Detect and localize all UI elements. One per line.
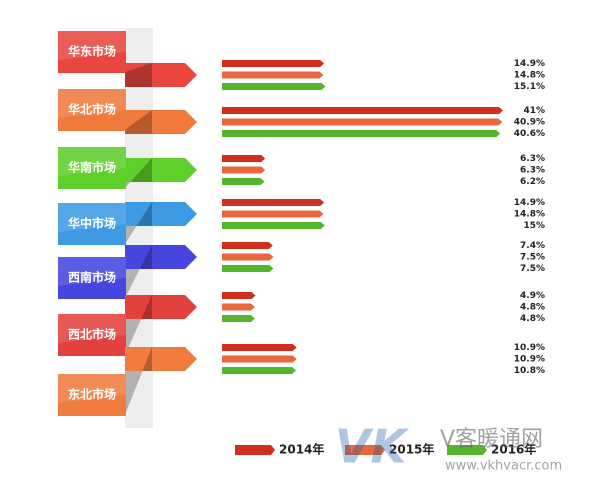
category-box-shade	[58, 203, 126, 232]
bar	[222, 83, 326, 90]
category-label: 西南市场	[68, 270, 116, 285]
value-label: 14.9%	[514, 59, 545, 69]
bar	[222, 178, 265, 185]
tab-fold	[125, 158, 152, 188]
tab-fold	[125, 63, 152, 87]
tab-fold	[125, 110, 152, 134]
category-box	[58, 374, 126, 416]
value-label: 10.9%	[514, 355, 545, 365]
category-tab	[125, 110, 197, 134]
category-box	[58, 147, 126, 189]
value-label: 4.9%	[520, 291, 545, 301]
category-label: 华中市场	[68, 216, 116, 231]
bar	[222, 60, 325, 67]
value-label: 6.2%	[520, 177, 545, 187]
bar	[222, 155, 266, 162]
bar	[222, 222, 325, 229]
value-label: 41%	[523, 106, 545, 116]
category-box	[58, 31, 126, 73]
value-label: 14.8%	[514, 71, 545, 81]
value-label: 4.8%	[520, 303, 545, 313]
category-tab	[125, 158, 197, 182]
category-label: 华南市场	[68, 160, 116, 175]
value-label: 15.1%	[514, 82, 545, 92]
category-box	[58, 314, 126, 356]
value-label: 6.3%	[520, 154, 545, 164]
bar	[222, 130, 501, 137]
category-box-shade	[58, 257, 126, 286]
watermark-url: www.vkhvacr.com	[445, 459, 562, 474]
tab-fold	[125, 347, 152, 415]
bar	[222, 118, 503, 126]
category-box-shade	[58, 89, 126, 118]
category-label: 华东市场	[68, 44, 116, 59]
category-box	[58, 203, 126, 245]
category-tab	[125, 245, 197, 269]
bar	[222, 292, 256, 299]
value-label: 14.9%	[514, 198, 545, 208]
tab-fold	[125, 202, 152, 244]
category-tab	[125, 63, 197, 87]
bar	[222, 355, 297, 363]
category-tab	[125, 202, 197, 226]
bar	[222, 210, 324, 218]
legend-swatch	[235, 445, 275, 455]
bar	[222, 107, 503, 114]
tab-fold	[125, 245, 152, 298]
value-label: 6.3%	[520, 166, 545, 176]
category-box	[58, 89, 126, 131]
category-tab	[125, 295, 197, 319]
category-label: 西北市场	[68, 327, 116, 342]
category-box-shade	[58, 147, 126, 176]
watermark-logo: VK	[335, 420, 410, 474]
bar	[222, 344, 297, 351]
value-label: 40.9%	[514, 118, 545, 128]
bar	[222, 265, 274, 272]
bar	[222, 367, 297, 374]
category-label: 东北市场	[68, 387, 116, 402]
watermark-brand: V客暖通网	[440, 427, 543, 452]
category-label: 华北市场	[68, 102, 116, 117]
category-box-shade	[58, 31, 126, 60]
category-tab	[125, 347, 197, 371]
legend-label: 2016年	[491, 442, 536, 457]
legend-label: 2015年	[389, 442, 434, 457]
value-label: 14.8%	[514, 210, 545, 220]
value-label: 4.8%	[520, 314, 545, 324]
legend-swatch	[345, 445, 385, 455]
bar	[222, 166, 266, 174]
value-label: 10.8%	[514, 366, 545, 376]
tab-fold	[125, 295, 152, 355]
value-label: 7.5%	[520, 264, 545, 274]
value-label: 15%	[523, 221, 545, 231]
bar	[222, 303, 255, 311]
bar	[222, 315, 255, 322]
bar	[222, 242, 273, 249]
value-label: 7.5%	[520, 253, 545, 263]
bar	[222, 71, 324, 79]
category-box-shade	[58, 374, 126, 403]
category-box	[58, 257, 126, 299]
legend-swatch	[447, 445, 487, 455]
value-label: 40.6%	[514, 129, 545, 139]
value-label: 10.9%	[514, 343, 545, 353]
bar	[222, 199, 325, 206]
category-box-shade	[58, 314, 126, 343]
bar	[222, 253, 274, 261]
value-label: 7.4%	[520, 241, 545, 251]
legend-label: 2014年	[279, 442, 324, 457]
